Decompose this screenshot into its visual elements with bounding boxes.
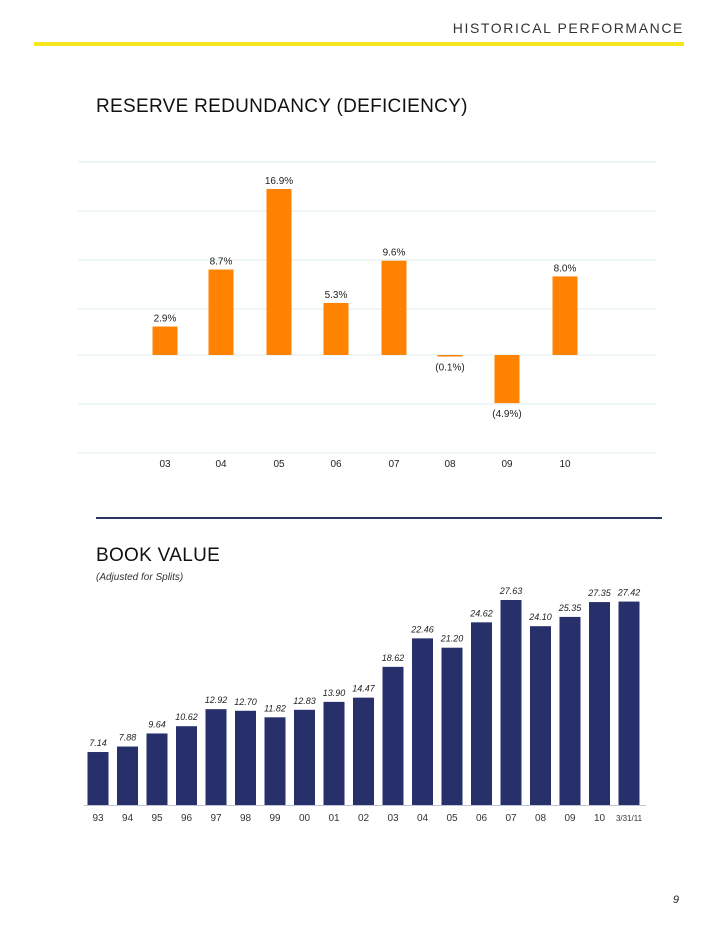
book-bar xyxy=(294,709,315,805)
book-tick-label: 00 xyxy=(299,813,311,824)
book-data-label: 27.42 xyxy=(617,588,641,598)
book-bar xyxy=(117,746,138,805)
book-tick-label: 93 xyxy=(92,813,104,824)
book-tick-label: 05 xyxy=(446,813,458,824)
book-data-label: 12.70 xyxy=(234,697,257,707)
book-data-label: 14.47 xyxy=(352,684,376,694)
reserve-bar xyxy=(552,276,578,355)
reserve-bar xyxy=(323,302,349,355)
book-bar xyxy=(176,726,197,805)
book-bar xyxy=(353,697,374,805)
book-tick-label: 10 xyxy=(594,813,606,824)
book-data-label: 25.35 xyxy=(558,603,583,613)
reserve-tick-label: 08 xyxy=(444,459,456,470)
reserve-chart-title: RESERVE REDUNDANCY (DEFICIENCY) xyxy=(96,96,468,117)
book-tick-label: 07 xyxy=(505,813,517,824)
page-number: 9 xyxy=(672,894,679,906)
section-divider xyxy=(96,517,662,519)
book-bar xyxy=(382,666,404,805)
book-bar xyxy=(323,701,345,805)
book-bar xyxy=(589,602,610,805)
book-data-label: 7.88 xyxy=(119,733,137,743)
book-bar xyxy=(500,600,522,805)
book-tick-label: 03 xyxy=(387,813,399,824)
book-data-label: 12.92 xyxy=(205,695,228,705)
book-tick-label: 94 xyxy=(122,813,134,824)
book-data-label: 24.62 xyxy=(469,608,493,618)
book-bar xyxy=(264,717,286,805)
reserve-data-label: 2.9% xyxy=(154,314,177,325)
book-value-subtitle: (Adjusted for Splits) xyxy=(96,572,184,583)
book-tick-label: 09 xyxy=(564,813,576,824)
book-tick-label: 97 xyxy=(210,813,222,824)
reserve-bar xyxy=(381,260,407,355)
reserve-tick-label: 09 xyxy=(501,459,513,470)
book-data-label: 13.90 xyxy=(323,688,346,698)
reserve-bar xyxy=(266,189,292,355)
book-data-label: 27.35 xyxy=(587,588,612,598)
book-tick-label: 3/31/11 xyxy=(616,814,643,823)
book-data-label: 24.10 xyxy=(528,612,552,622)
book-bar xyxy=(559,616,581,805)
book-tick-label: 02 xyxy=(358,813,370,824)
book-tick-label: 95 xyxy=(151,813,163,824)
book-value-chart-title: BOOK VALUE xyxy=(96,545,221,566)
reserve-bar xyxy=(152,326,178,355)
book-data-label: 11.82 xyxy=(264,703,286,713)
reserve-data-label: (4.9%) xyxy=(492,409,521,420)
book-tick-label: 99 xyxy=(269,813,281,824)
reserve-tick-label: 06 xyxy=(330,459,342,470)
book-bar xyxy=(235,710,256,805)
book-bar xyxy=(618,601,640,805)
page-header-title: HISTORICAL PERFORMANCE xyxy=(452,20,684,36)
reserve-bar xyxy=(494,355,520,404)
reserve-tick-label: 10 xyxy=(559,459,571,470)
book-data-label: 7.14 xyxy=(89,738,107,748)
book-bar xyxy=(530,626,551,805)
reserve-bar xyxy=(437,355,463,357)
book-data-label: 18.62 xyxy=(382,653,405,663)
book-data-label: 21.20 xyxy=(440,634,464,644)
book-value-chart: 7.14 93 7.88 94 9.64 95 10.62 96 12.92 97 12.70 98 1… xyxy=(84,586,646,824)
book-tick-label: 01 xyxy=(328,813,340,824)
book-tick-label: 96 xyxy=(181,813,193,824)
reserve-tick-label: 03 xyxy=(159,459,171,470)
header-accent-rule xyxy=(34,42,684,46)
reserve-redundancy-chart: 2.9% 03 8.7% 04 16.9% 05 5.3% 06 9.6% 07 (0.1%) 08 (… xyxy=(78,161,656,470)
book-data-label: 22.46 xyxy=(410,624,434,634)
book-tick-label: 06 xyxy=(476,813,488,824)
reserve-bar xyxy=(208,269,234,355)
reserve-tick-label: 07 xyxy=(388,459,400,470)
book-bar xyxy=(412,638,433,805)
book-bar xyxy=(146,733,168,805)
book-bar xyxy=(87,752,109,805)
book-data-label: 27.63 xyxy=(499,586,523,596)
reserve-data-label: 8.7% xyxy=(210,257,233,268)
book-data-label: 9.64 xyxy=(148,719,166,729)
reserve-data-label: 16.9% xyxy=(265,176,293,187)
book-bar xyxy=(471,622,492,805)
reserve-tick-label: 04 xyxy=(215,459,227,470)
book-bar xyxy=(441,647,463,805)
book-data-label: 10.62 xyxy=(175,712,198,722)
reserve-data-label: 8.0% xyxy=(554,263,577,274)
reserve-data-label: 5.3% xyxy=(325,290,348,301)
reserve-tick-label: 05 xyxy=(273,459,285,470)
book-tick-label: 04 xyxy=(417,813,429,824)
book-data-label: 12.83 xyxy=(293,696,316,706)
book-tick-label: 98 xyxy=(240,813,252,824)
book-bar xyxy=(205,709,227,805)
reserve-data-label: 9.6% xyxy=(383,248,406,259)
reserve-data-label: (0.1%) xyxy=(435,363,464,374)
book-tick-label: 08 xyxy=(535,813,547,824)
